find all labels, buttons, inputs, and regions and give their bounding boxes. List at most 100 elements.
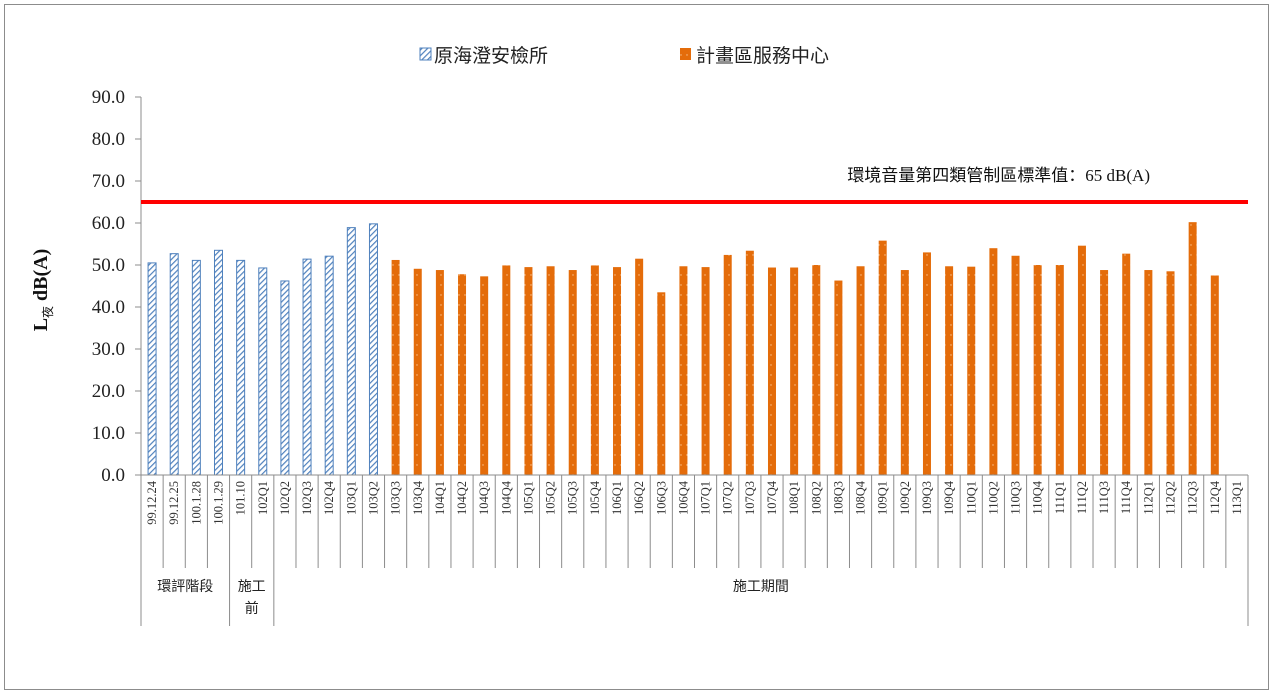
x-tick-label: 106Q3	[654, 481, 668, 515]
y-tick-label: 60.0	[92, 213, 125, 234]
x-tick-label: 100.1.29	[211, 481, 225, 525]
y-tick-label: 70.0	[92, 171, 125, 192]
bar-series-2	[1210, 275, 1219, 475]
x-tick-label: 105Q1	[521, 481, 535, 515]
x-tick-label: 106Q4	[676, 480, 690, 515]
x-tick-label: 109Q3	[920, 481, 934, 515]
y-axis-label-main: L	[30, 318, 52, 331]
bar-series-1	[280, 280, 290, 476]
bar-series-2	[524, 267, 533, 475]
x-group-label: 前	[245, 600, 259, 617]
legend-swatch-series-2	[680, 48, 691, 60]
y-axis-label: L夜 dB(A)	[30, 249, 55, 332]
x-tick-label: 110Q3	[1009, 481, 1023, 515]
bar-series-2	[790, 267, 799, 475]
x-tick-label: 112Q1	[1141, 481, 1155, 515]
x-tick-label: 103Q4	[411, 480, 425, 515]
x-tick-label: 112Q4	[1208, 480, 1222, 514]
x-tick-label: 99.12.25	[167, 481, 181, 525]
bar-series-2	[657, 292, 666, 475]
x-tick-label: 100.1.28	[189, 481, 203, 525]
bar-series-2	[435, 270, 444, 475]
x-tick-label: 105Q2	[544, 481, 558, 515]
bar-series-2	[701, 267, 710, 475]
bar-series-2	[900, 270, 909, 475]
reference-line-label: 環境音量第四類管制區標準值：65 dB(A)	[847, 166, 1150, 185]
x-tick-label: 104Q2	[455, 481, 469, 515]
legend-swatch-series-1	[419, 47, 432, 61]
bar-series-2	[723, 254, 732, 475]
x-tick-label: 112Q2	[1164, 481, 1178, 515]
y-tick-labels: 0.0 10.0 20.0 30.0 40.0 50.0 60.0 70.0 80.0 90.0	[92, 87, 125, 486]
x-tick-label: 104Q1	[433, 481, 447, 515]
y-tick-label: 30.0	[92, 339, 125, 360]
bar-series-1	[302, 258, 312, 476]
y-tick-label: 90.0	[92, 87, 125, 108]
bar-series-2	[1100, 270, 1109, 475]
bar-series-2	[922, 252, 931, 475]
bar-series-2	[1188, 222, 1197, 475]
x-tick-label: 105Q4	[588, 480, 602, 515]
bar-series-1	[258, 267, 268, 476]
x-tick-label: 102Q3	[300, 481, 314, 515]
x-tick-label: 101.10	[234, 481, 248, 515]
x-tick-label: 111Q4	[1119, 480, 1133, 514]
x-tick-label: 110Q2	[986, 481, 1000, 515]
x-group-label: 施工	[238, 579, 266, 595]
bar-series-1	[213, 249, 223, 476]
bar-series-1	[147, 262, 157, 476]
x-tick-label: 106Q1	[610, 481, 624, 515]
y-tick-label: 40.0	[92, 297, 125, 318]
bar-series-1	[368, 223, 378, 476]
bar-series-2	[546, 266, 555, 475]
bar-series-2	[480, 276, 489, 475]
x-tick-label: 104Q4	[499, 480, 513, 515]
x-tick-label: 105Q3	[566, 481, 580, 515]
x-tick-label: 110Q1	[964, 481, 978, 515]
bar-series-2	[967, 266, 976, 475]
x-tick-label: 103Q3	[389, 481, 403, 515]
bar-series-1	[346, 227, 356, 476]
x-tick-label: 109Q4	[942, 480, 956, 515]
x-tick-label: 109Q2	[898, 481, 912, 515]
bar-series-1	[236, 259, 246, 476]
bar-series-2	[1166, 271, 1175, 475]
bar-series-2	[989, 248, 998, 475]
y-axis-label-sub: 夜	[40, 306, 55, 318]
x-tick-label: 111Q2	[1075, 481, 1089, 514]
bar-series-2	[1011, 255, 1020, 475]
bar-series-2	[856, 266, 865, 475]
x-tick-label: 102Q2	[278, 481, 292, 515]
bar-series-2	[945, 266, 954, 475]
x-tick-label: 107Q1	[699, 481, 713, 515]
bar-series-2	[745, 250, 754, 475]
bar-series-2	[878, 240, 887, 475]
bar-series-2	[590, 265, 599, 475]
bar-series-2	[679, 266, 688, 475]
legend-label-series-1: 原海澄安檢所	[434, 45, 548, 67]
bar-series-2	[458, 274, 467, 475]
x-tick-label: 107Q4	[765, 480, 779, 515]
x-group-label: 施工期間	[733, 579, 789, 595]
x-tick-label: 102Q4	[322, 480, 336, 515]
x-tick-label: 107Q3	[743, 481, 757, 515]
x-tick-label: 103Q2	[366, 481, 380, 515]
legend-label-series-2: 計畫區服務中心	[696, 45, 829, 67]
y-tick-label: 10.0	[92, 423, 125, 444]
bars	[147, 222, 1219, 476]
bar-series-2	[635, 258, 644, 475]
bar-series-1	[324, 255, 334, 476]
bar-series-2	[1055, 265, 1064, 475]
bar-series-2	[1077, 245, 1086, 475]
axes	[135, 96, 1249, 626]
x-tick-label: 108Q1	[787, 481, 801, 515]
x-tick-label: 106Q2	[632, 481, 646, 515]
bar-series-2	[1144, 270, 1153, 475]
x-tick-label: 103Q1	[344, 481, 358, 515]
bar-series-1	[169, 253, 179, 476]
x-group-label: 環評階段	[157, 579, 213, 595]
bar-series-2	[613, 267, 622, 475]
x-tick-label: 108Q4	[854, 480, 868, 515]
x-tick-label: 112Q3	[1186, 481, 1200, 515]
